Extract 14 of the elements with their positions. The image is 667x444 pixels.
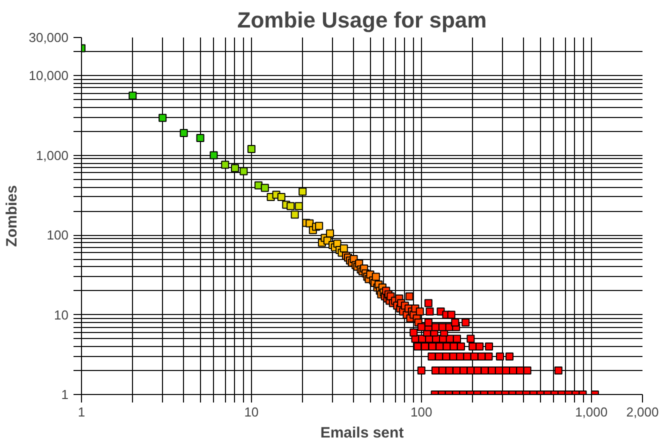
x-tick-label: 1: [78, 404, 86, 420]
chart-title: Zombie Usage for spam: [237, 8, 487, 32]
y-axis-title: Zombies: [4, 185, 21, 247]
y-tick-label: 100: [46, 228, 69, 243]
x-tick-label: 2,000: [626, 404, 659, 420]
y-tick-label: 10,000: [28, 68, 69, 84]
x-tick-label: 10: [244, 404, 259, 420]
x-tick-label: 100: [410, 404, 432, 420]
x-tick-label: 1,000: [575, 404, 608, 420]
y-tick-label: 1,000: [36, 148, 69, 163]
y-tick-label: 10: [54, 307, 69, 322]
y-tick-label: 30,000: [28, 30, 69, 45]
y-tick-label: 1: [61, 387, 69, 402]
x-axis-title: Emails sent: [320, 424, 404, 442]
